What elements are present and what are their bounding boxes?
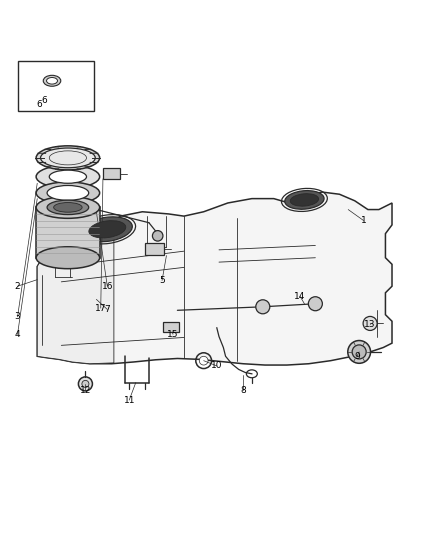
Text: 3: 3 — [14, 312, 21, 321]
Text: 16: 16 — [102, 282, 113, 290]
Text: 2: 2 — [15, 282, 20, 290]
Polygon shape — [145, 243, 164, 255]
Text: 9: 9 — [354, 352, 360, 361]
Ellipse shape — [47, 185, 88, 200]
Ellipse shape — [53, 203, 82, 212]
Text: 15: 15 — [167, 330, 179, 339]
Polygon shape — [103, 168, 120, 179]
Text: 1: 1 — [360, 216, 367, 225]
Circle shape — [352, 345, 366, 359]
Ellipse shape — [47, 200, 88, 215]
Text: 6: 6 — [36, 100, 42, 109]
Ellipse shape — [36, 197, 99, 219]
Text: 4: 4 — [15, 330, 20, 339]
Ellipse shape — [46, 77, 57, 84]
Text: 14: 14 — [294, 292, 306, 301]
Circle shape — [82, 381, 89, 387]
Polygon shape — [37, 192, 392, 365]
Ellipse shape — [290, 193, 318, 206]
Text: 17: 17 — [95, 304, 106, 313]
Ellipse shape — [49, 170, 86, 183]
FancyBboxPatch shape — [18, 61, 94, 111]
Circle shape — [152, 231, 163, 241]
Ellipse shape — [285, 191, 324, 209]
Text: 7: 7 — [104, 305, 110, 314]
Ellipse shape — [36, 247, 99, 269]
Text: 12: 12 — [80, 385, 91, 394]
Circle shape — [308, 297, 322, 311]
Text: 8: 8 — [240, 385, 246, 394]
Text: 5: 5 — [159, 276, 165, 285]
Polygon shape — [37, 219, 114, 364]
Text: 10: 10 — [211, 361, 223, 370]
Circle shape — [256, 300, 270, 314]
Circle shape — [363, 317, 377, 330]
Circle shape — [78, 377, 92, 391]
Ellipse shape — [36, 146, 99, 170]
Text: 6: 6 — [42, 96, 47, 106]
Circle shape — [348, 341, 371, 364]
Ellipse shape — [36, 182, 99, 204]
Text: 13: 13 — [364, 320, 376, 329]
Ellipse shape — [43, 75, 61, 86]
Polygon shape — [163, 322, 179, 332]
Text: 11: 11 — [124, 395, 135, 405]
Circle shape — [199, 356, 208, 365]
Circle shape — [168, 324, 174, 330]
Ellipse shape — [36, 165, 99, 188]
Ellipse shape — [40, 148, 95, 168]
Polygon shape — [36, 207, 99, 258]
Ellipse shape — [82, 217, 132, 241]
Ellipse shape — [89, 221, 126, 238]
